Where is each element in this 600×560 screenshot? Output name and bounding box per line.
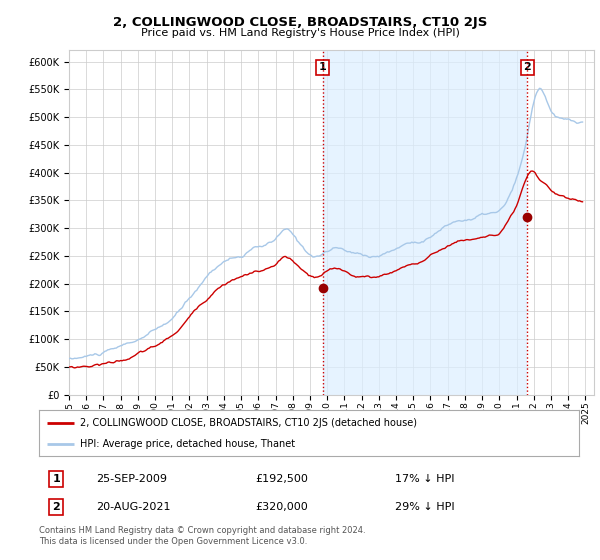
Text: £192,500: £192,500 — [255, 474, 308, 484]
Text: 2, COLLINGWOOD CLOSE, BROADSTAIRS, CT10 2JS (detached house): 2, COLLINGWOOD CLOSE, BROADSTAIRS, CT10 … — [79, 418, 416, 428]
Text: 1: 1 — [319, 63, 326, 72]
Text: 29% ↓ HPI: 29% ↓ HPI — [395, 502, 455, 512]
Text: 17% ↓ HPI: 17% ↓ HPI — [395, 474, 455, 484]
Text: HPI: Average price, detached house, Thanet: HPI: Average price, detached house, Than… — [79, 439, 295, 449]
Bar — [323, 50, 527, 395]
Text: 2, COLLINGWOOD CLOSE, BROADSTAIRS, CT10 2JS: 2, COLLINGWOOD CLOSE, BROADSTAIRS, CT10 … — [113, 16, 487, 29]
Text: 25-SEP-2009: 25-SEP-2009 — [96, 474, 167, 484]
Text: 2: 2 — [524, 63, 531, 72]
Text: Contains HM Land Registry data © Crown copyright and database right 2024.
This d: Contains HM Land Registry data © Crown c… — [39, 526, 365, 546]
Text: 20-AUG-2021: 20-AUG-2021 — [96, 502, 170, 512]
Text: 1: 1 — [53, 474, 60, 484]
Text: Price paid vs. HM Land Registry's House Price Index (HPI): Price paid vs. HM Land Registry's House … — [140, 28, 460, 38]
Text: £320,000: £320,000 — [255, 502, 308, 512]
Text: 2: 2 — [53, 502, 60, 512]
